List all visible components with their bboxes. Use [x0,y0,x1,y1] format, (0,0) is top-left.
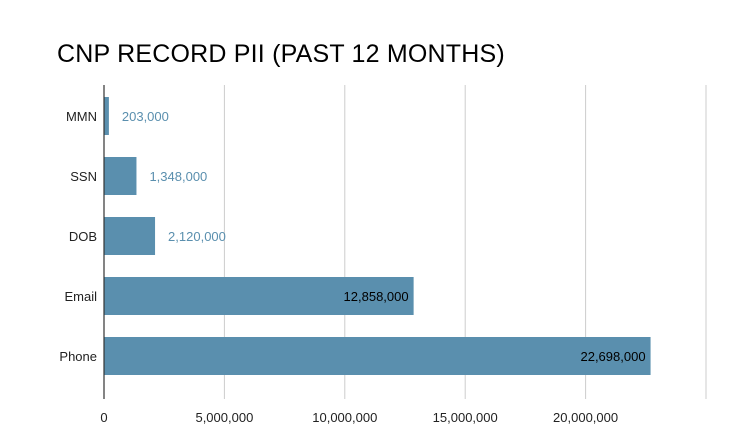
category-label-dob: DOB [69,229,97,244]
x-tick-label: 15,000,000 [433,410,498,425]
category-label-mmn: MMN [66,109,97,124]
data-label-mmn: 203,000 [122,109,169,124]
bar-mmn [104,97,109,135]
x-tick-label: 5,000,000 [195,410,253,425]
data-label-dob: 2,120,000 [168,229,226,244]
bar-phone [104,337,651,375]
chart-title: CNP RECORD PII (PAST 12 MONTHS) [57,40,505,68]
data-label-ssn: 1,348,000 [149,169,207,184]
category-label-email: Email [64,289,97,304]
category-label-phone: Phone [59,349,97,364]
x-tick-label: 20,000,000 [553,410,618,425]
x-tick-label: 10,000,000 [312,410,377,425]
data-label-phone: 22,698,000 [580,349,645,364]
bar-dob [104,217,156,255]
x-tick-label: 0 [100,410,107,425]
bar-ssn [104,157,137,195]
category-label-ssn: SSN [70,169,97,184]
data-label-email: 12,858,000 [344,289,409,304]
bar-email [104,277,414,315]
